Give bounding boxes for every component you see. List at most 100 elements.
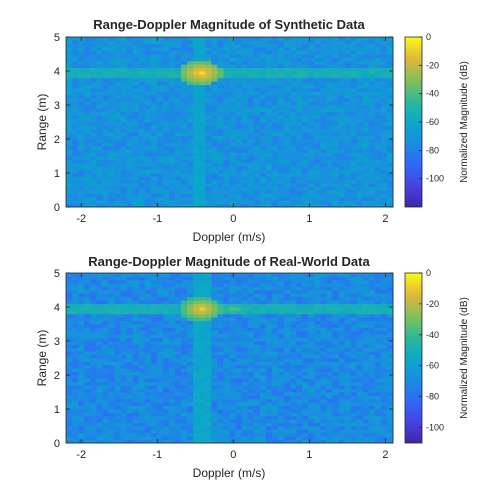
heatmap-cell — [338, 324, 345, 328]
heatmap-cell — [120, 334, 127, 338]
heatmap-cell — [338, 337, 345, 342]
heatmap-cell — [84, 371, 91, 376]
heatmap-cell — [205, 145, 212, 150]
heatmap-cell — [247, 169, 255, 174]
heatmap-cell — [114, 77, 121, 82]
heatmap-cell — [326, 60, 333, 65]
heatmap-cell — [144, 149, 152, 153]
heatmap-cell — [120, 105, 127, 109]
heatmap-cell — [314, 169, 321, 174]
heatmap-cell — [72, 152, 79, 157]
heatmap-cell — [290, 375, 297, 379]
heatmap-cell — [72, 388, 79, 393]
heatmap-cell — [175, 320, 182, 325]
heatmap-cell — [168, 122, 176, 126]
heatmap-cell — [72, 176, 79, 181]
heatmap-cell — [90, 84, 97, 89]
heatmap-cell — [72, 43, 79, 48]
heatmap-cell — [380, 402, 388, 406]
heatmap-cell — [102, 341, 109, 345]
heatmap-cell — [265, 422, 273, 427]
heatmap-cell — [338, 317, 345, 321]
heatmap-cell — [132, 115, 140, 119]
heatmap-cell — [84, 37, 91, 41]
heatmap-cell — [102, 88, 109, 92]
heatmap-cell — [374, 344, 382, 349]
heatmap-cell — [302, 105, 309, 109]
heatmap-cell — [277, 115, 285, 119]
heatmap-cell — [314, 135, 321, 140]
heatmap-cell — [187, 40, 194, 45]
heatmap-cell — [296, 388, 303, 393]
heatmap-cell — [162, 149, 170, 153]
heatmap-cell — [187, 77, 194, 82]
heatmap-cell — [314, 98, 321, 102]
heatmap-cell — [320, 412, 327, 417]
heatmap-cell — [229, 347, 236, 352]
heatmap-cell — [259, 392, 267, 396]
heatmap-cell — [120, 115, 127, 119]
heatmap-cell — [265, 398, 273, 403]
colorbar-tick-label: -40 — [426, 89, 439, 99]
heatmap-cell — [350, 409, 358, 413]
heatmap-cell — [78, 334, 85, 338]
heatmap-cell — [175, 84, 182, 89]
heatmap-cell — [277, 364, 285, 369]
heatmap-cell — [253, 156, 261, 160]
heatmap-cell — [344, 40, 352, 45]
heatmap-cell — [247, 111, 255, 116]
heatmap-cell — [108, 378, 115, 383]
heatmap-cell — [368, 409, 376, 413]
heatmap-cell — [156, 81, 164, 85]
heatmap-cell — [120, 128, 127, 133]
heatmap-cell — [168, 179, 176, 184]
heatmap-cell — [284, 429, 291, 434]
heatmap-cell — [344, 324, 352, 328]
heatmap-cell — [156, 337, 164, 342]
heatmap-cell — [229, 60, 236, 65]
heatmap-cell — [350, 77, 358, 82]
heatmap-cell — [362, 327, 370, 332]
heatmap-cell — [344, 91, 352, 96]
heatmap-cell — [187, 105, 194, 109]
heatmap-cell — [84, 128, 91, 133]
heatmap-cell — [120, 122, 127, 126]
heatmap-cell — [150, 60, 158, 65]
heatmap-cell — [247, 166, 255, 170]
heatmap-cell — [253, 419, 261, 423]
heatmap-cell — [265, 108, 273, 113]
heatmap-cell — [368, 439, 376, 444]
heatmap-cell — [386, 364, 394, 369]
heatmap-cell — [374, 91, 382, 96]
heatmap-cell — [114, 47, 121, 51]
heatmap-cell — [320, 173, 327, 177]
heatmap-cell — [320, 330, 327, 335]
heatmap-cell — [362, 145, 370, 150]
heatmap-cell — [66, 317, 73, 321]
heatmap-cell — [126, 156, 134, 160]
heatmap-cell — [144, 439, 152, 444]
heatmap-cell — [368, 47, 376, 51]
heatmap-cell — [296, 149, 303, 153]
heatmap-cell — [108, 347, 115, 352]
heatmap-cell — [302, 409, 309, 413]
heatmap-cell — [162, 179, 170, 184]
heatmap-cell — [350, 81, 358, 85]
heatmap-cell — [344, 307, 352, 311]
heatmap-cell — [108, 300, 115, 304]
heatmap-cell — [217, 344, 224, 349]
heatmap-cell — [332, 179, 339, 184]
heatmap-cell — [102, 307, 109, 311]
heatmap-cell — [211, 105, 218, 109]
heatmap-cell — [132, 371, 140, 376]
heatmap-cell — [181, 422, 188, 427]
heatmap-cell — [284, 186, 291, 191]
heatmap-cell — [168, 193, 176, 198]
heatmap-cell — [175, 122, 182, 126]
heatmap-cell — [362, 334, 370, 338]
heatmap-cell — [350, 60, 358, 65]
heatmap-cell — [350, 330, 358, 335]
heatmap-cell — [72, 378, 79, 383]
heatmap-cell — [247, 57, 255, 62]
heatmap-cell — [356, 344, 364, 349]
